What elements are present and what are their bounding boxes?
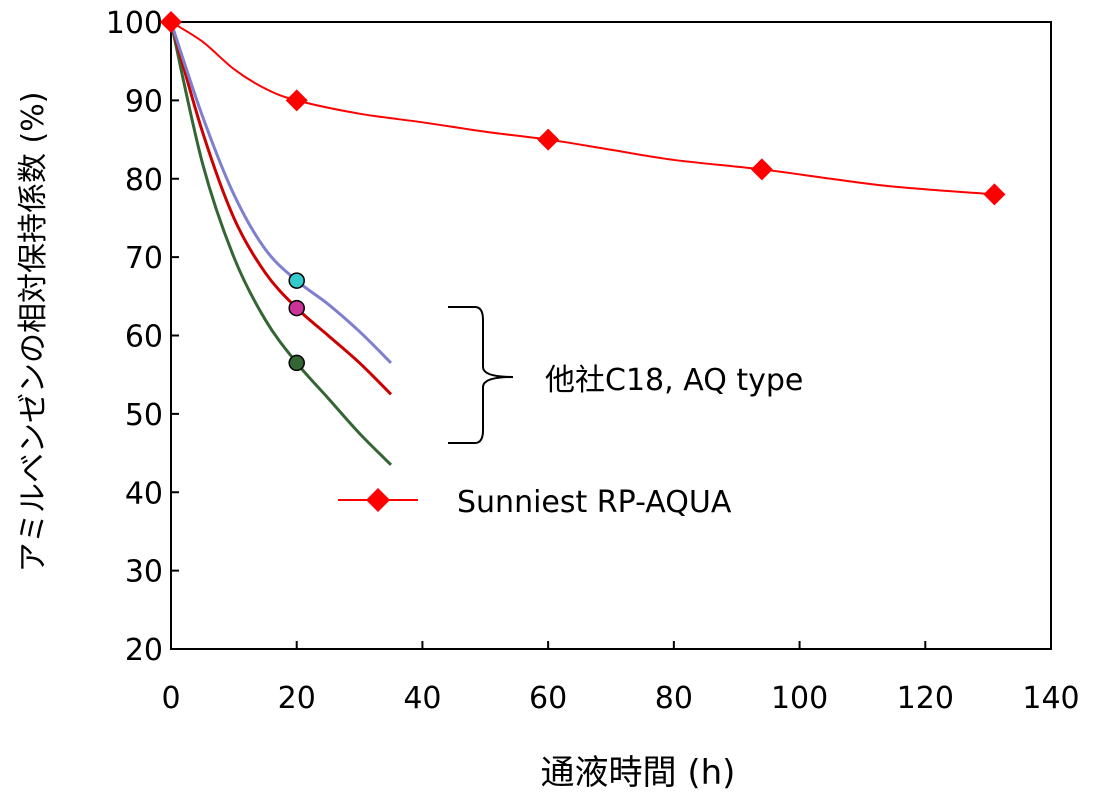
group-bracket [448,306,514,444]
series-line-2 [169,21,393,396]
x-tick-label: 20 [278,681,316,716]
legend: Sunniest RP-AQUA [338,485,732,520]
y-tick-label: 60 [125,320,163,355]
series-line-3 [169,21,393,466]
x-tick-label: 40 [403,681,441,716]
group-annotation: 他社C18, AQ type [545,363,803,398]
x-tick-label: 80 [655,681,693,716]
x-tick-label: 60 [529,681,567,716]
y-tick-label: 70 [125,241,163,276]
plot-frame [170,21,1052,650]
x-tick-label: 100 [771,681,828,716]
y-tick-label: 30 [125,555,163,590]
y-axis-title: アミルベンゼンの相対保持係数 (%) [16,92,51,573]
x-tick-label: 140 [1022,681,1079,716]
series-line-0 [170,21,995,196]
x-tick-label: 0 [161,681,180,716]
y-tick-label: 50 [125,398,163,433]
series-point-0 [160,11,182,33]
y-tick-label: 90 [125,84,163,119]
legend-marker [366,488,390,512]
series-point-0 [285,89,308,112]
series-point-2 [288,299,305,317]
legend-label: Sunniest RP-AQUA [457,485,732,520]
y-tick-label: 100 [106,6,163,41]
x-axis-title: 通液時間 (h) [541,753,736,793]
x-axis-ticks: 0 20 40 60 80 100 120 140 [161,641,1080,716]
y-axis-ticks: 20 30 40 50 60 70 80 90 100 [106,6,179,668]
series-point-0 [537,128,560,151]
series-layer [160,11,1006,466]
y-tick-label: 40 [125,476,163,511]
series-point-0 [750,158,773,181]
y-tick-label: 80 [125,163,163,198]
series-point-1 [288,272,305,289]
x-tick-label: 120 [897,681,954,716]
series-point-0 [983,183,1006,206]
series-line-1 [169,21,393,364]
series-point-3 [288,354,305,372]
y-tick-label: 20 [125,633,163,668]
